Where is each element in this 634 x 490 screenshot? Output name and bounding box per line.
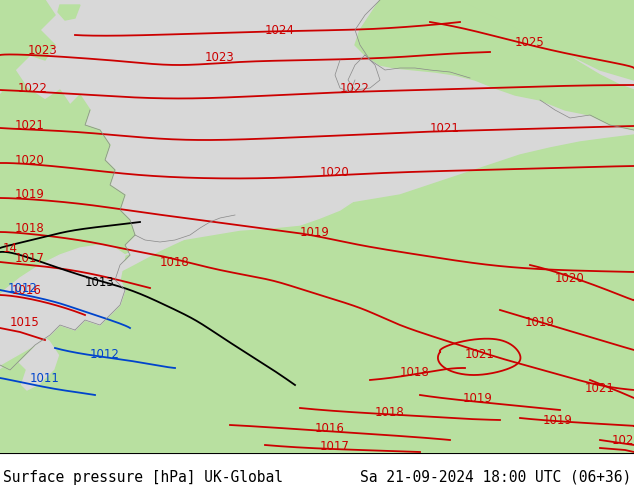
Polygon shape	[0, 135, 634, 453]
Text: 1013: 1013	[85, 275, 115, 289]
Text: 1019: 1019	[543, 414, 573, 426]
Polygon shape	[0, 245, 125, 365]
Text: 1016: 1016	[12, 284, 42, 296]
Text: 1021: 1021	[15, 119, 45, 131]
Polygon shape	[0, 80, 135, 370]
Text: 1022: 1022	[340, 81, 370, 95]
Text: Sa 21-09-2024 18:00 UTC (06+36): Sa 21-09-2024 18:00 UTC (06+36)	[359, 469, 631, 485]
Text: 1012: 1012	[90, 348, 120, 362]
Polygon shape	[0, 360, 25, 390]
Text: 1012: 1012	[8, 281, 38, 294]
Text: 1021: 1021	[430, 122, 460, 134]
Text: 1024: 1024	[265, 24, 295, 36]
Text: 1018: 1018	[400, 367, 430, 379]
Text: 1020: 1020	[15, 153, 45, 167]
Text: 102: 102	[612, 434, 634, 446]
Text: 1019: 1019	[525, 316, 555, 328]
Polygon shape	[460, 0, 634, 80]
Text: 14: 14	[3, 242, 18, 254]
Text: 1017: 1017	[320, 440, 350, 452]
Text: 1019: 1019	[300, 225, 330, 239]
Text: 1020: 1020	[320, 166, 350, 178]
Polygon shape	[125, 150, 360, 255]
Text: 1021: 1021	[585, 382, 615, 394]
Text: 1023: 1023	[28, 44, 58, 56]
Text: 1025: 1025	[515, 35, 545, 49]
Text: 1022: 1022	[18, 81, 48, 95]
Text: 1019: 1019	[463, 392, 493, 405]
Text: 1011: 1011	[30, 371, 60, 385]
Polygon shape	[0, 385, 30, 415]
Text: 1020: 1020	[555, 271, 585, 285]
Text: 1017: 1017	[15, 251, 45, 265]
Text: 1018: 1018	[15, 221, 45, 235]
Polygon shape	[355, 0, 634, 130]
Text: 1016: 1016	[315, 421, 345, 435]
Text: Surface pressure [hPa] UK-Global: Surface pressure [hPa] UK-Global	[3, 469, 283, 485]
Polygon shape	[0, 0, 55, 95]
Text: 1023: 1023	[205, 50, 235, 64]
Text: 1021: 1021	[465, 348, 495, 362]
Text: 1018: 1018	[375, 406, 405, 418]
Text: 1018: 1018	[160, 255, 190, 269]
Text: 1019: 1019	[15, 188, 45, 200]
Polygon shape	[58, 5, 80, 20]
Text: 1015: 1015	[10, 317, 40, 329]
